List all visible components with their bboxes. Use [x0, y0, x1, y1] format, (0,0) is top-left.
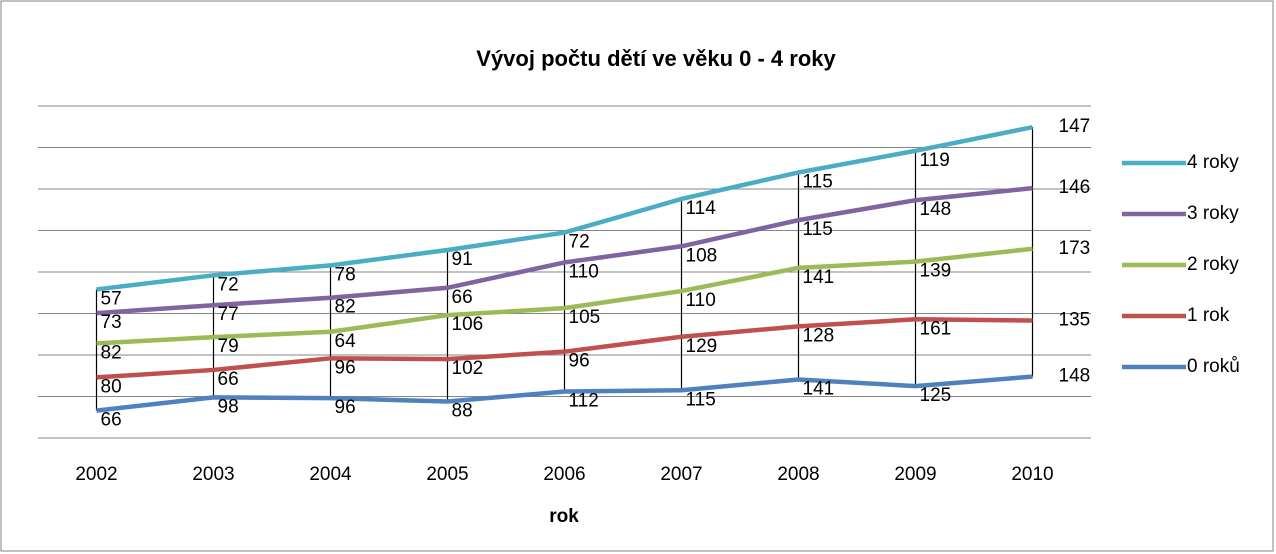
- data-label: 82: [335, 297, 356, 318]
- data-label: 147: [1059, 116, 1091, 137]
- legend-label: 2 roky: [1187, 254, 1239, 275]
- x-tick-label: 2007: [660, 464, 702, 485]
- x-tick-label: 2004: [309, 464, 352, 485]
- data-label: 80: [101, 376, 122, 397]
- legend-label: 0 roků: [1187, 356, 1240, 377]
- series-line: [96, 246, 1033, 346]
- data-label: 78: [335, 264, 356, 285]
- data-label: 66: [218, 369, 239, 390]
- data-label: 148: [1059, 366, 1091, 387]
- x-tick-label: 2002: [75, 464, 117, 485]
- data-label: 125: [920, 385, 952, 406]
- data-label: 115: [686, 389, 716, 410]
- series-line: [96, 124, 1033, 292]
- data-label: 110: [686, 290, 716, 311]
- data-label: 161: [920, 318, 952, 339]
- data-label: 141: [803, 379, 835, 400]
- data-label: 129: [686, 336, 718, 357]
- data-label: 66: [101, 410, 122, 431]
- data-label: 64: [335, 331, 357, 352]
- data-label: 108: [686, 245, 718, 266]
- data-label: 128: [803, 325, 835, 346]
- data-label: 102: [452, 358, 484, 379]
- data-label: 119: [920, 150, 950, 171]
- legend-label: 3 roky: [1187, 203, 1239, 224]
- series-line: [96, 317, 1033, 380]
- x-tick-label: 2009: [894, 464, 936, 485]
- data-label: 148: [920, 199, 952, 220]
- x-tick-label: 2010: [1011, 464, 1053, 485]
- x-tick-label: 2006: [543, 464, 585, 485]
- data-label: 115: [803, 219, 833, 240]
- data-label: 72: [569, 232, 590, 253]
- data-label: 173: [1059, 238, 1091, 259]
- data-label: 91: [452, 249, 473, 270]
- x-tick-label: 2008: [777, 464, 819, 485]
- data-label: 79: [218, 336, 239, 357]
- legend-label: 1 rok: [1187, 305, 1230, 326]
- x-tick-label: 2003: [192, 464, 234, 485]
- data-label: 114: [686, 198, 717, 219]
- data-label: 96: [335, 397, 356, 418]
- data-label: 135: [1059, 310, 1091, 331]
- data-label: 112: [569, 391, 599, 412]
- x-tick-label: 2005: [426, 464, 468, 485]
- data-label: 57: [101, 288, 122, 309]
- data-label: 73: [101, 312, 122, 333]
- data-label: 115: [803, 171, 833, 192]
- data-label: 77: [218, 304, 239, 325]
- chart-title: Vývoj počtu dětí ve věku 0 - 4 roky: [476, 46, 836, 71]
- data-label: 96: [569, 351, 590, 372]
- x-axis-label: rok: [549, 506, 579, 527]
- data-label: 82: [101, 342, 122, 363]
- data-label: 106: [452, 314, 484, 335]
- data-label: 72: [218, 274, 239, 295]
- data-label: 146: [1059, 177, 1091, 198]
- series-line: [96, 185, 1033, 316]
- data-label: 98: [218, 396, 239, 417]
- data-label: 141: [803, 267, 835, 288]
- data-label: 66: [452, 287, 473, 308]
- data-label: 105: [569, 307, 601, 328]
- data-label: 110: [569, 261, 599, 282]
- data-label: 88: [452, 400, 473, 421]
- legend-label: 4 roky: [1187, 152, 1239, 173]
- series-line: [96, 374, 1033, 413]
- data-label: 96: [335, 357, 356, 378]
- data-label: 139: [920, 261, 952, 282]
